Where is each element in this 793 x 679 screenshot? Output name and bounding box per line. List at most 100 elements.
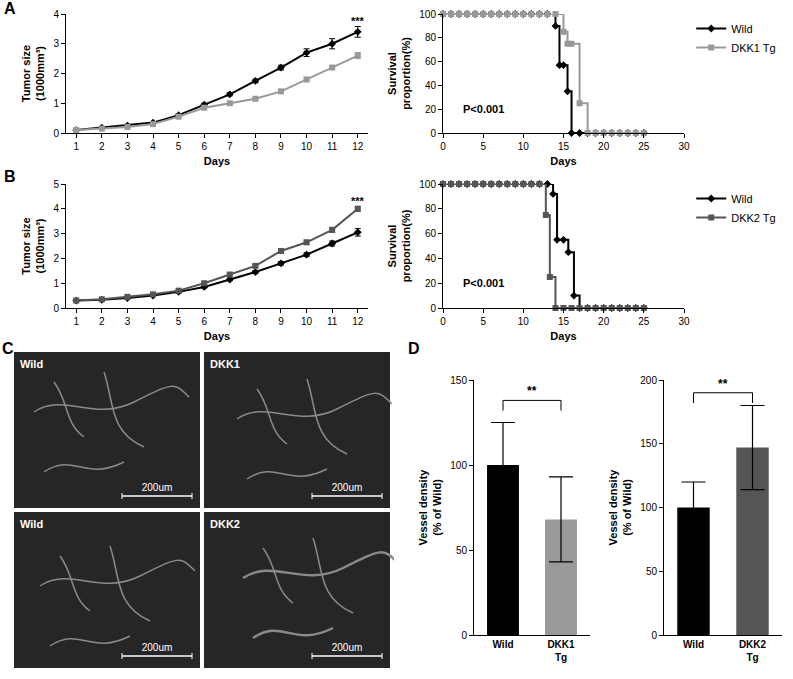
svg-text:3: 3	[125, 316, 131, 327]
svg-text:Wild: Wild	[20, 518, 43, 530]
svg-text:30: 30	[678, 316, 690, 327]
svg-text:0: 0	[651, 630, 657, 641]
svg-text:7: 7	[227, 316, 233, 327]
svg-text:0: 0	[430, 303, 436, 314]
svg-text:Days: Days	[550, 155, 576, 167]
svg-text:80: 80	[425, 203, 437, 214]
svg-text:20: 20	[425, 104, 437, 115]
svg-text:DKK2 Tg: DKK2 Tg	[731, 212, 775, 224]
svg-text:0: 0	[440, 141, 446, 152]
svg-text:P<0.001: P<0.001	[463, 103, 504, 115]
svg-text:2: 2	[99, 316, 105, 327]
svg-text:10: 10	[518, 316, 530, 327]
svg-text:9: 9	[278, 141, 284, 152]
svg-text:15: 15	[558, 316, 570, 327]
svg-text:100: 100	[450, 460, 467, 471]
svg-text:20: 20	[598, 316, 610, 327]
svg-text:25: 25	[638, 316, 650, 327]
svg-text:150: 150	[450, 375, 467, 386]
svg-text:4: 4	[53, 9, 59, 20]
svg-text:1: 1	[53, 98, 59, 109]
svg-text:5: 5	[176, 141, 182, 152]
svg-text:12: 12	[352, 316, 364, 327]
svg-text:**: **	[527, 384, 537, 398]
svg-text:Wild: Wild	[492, 639, 513, 650]
svg-text:5: 5	[480, 141, 486, 152]
svg-text:***: ***	[351, 15, 365, 27]
svg-text:10: 10	[301, 316, 313, 327]
svg-text:150: 150	[640, 438, 657, 449]
svg-text:Days: Days	[204, 155, 230, 167]
svg-text:2: 2	[99, 141, 105, 152]
svg-text:0: 0	[430, 128, 436, 139]
svg-text:2: 2	[53, 253, 59, 264]
svg-text:Wild: Wild	[731, 193, 752, 205]
svg-text:11: 11	[327, 141, 338, 152]
svg-text:Vessel density(% of Wild): Vessel density(% of Wild)	[607, 469, 633, 546]
svg-text:200um: 200um	[142, 642, 173, 653]
svg-text:9: 9	[278, 316, 284, 327]
svg-text:50: 50	[456, 545, 468, 556]
svg-text:Wild: Wild	[683, 639, 704, 650]
svg-text:40: 40	[425, 253, 437, 264]
svg-text:DKK2Tg: DKK2Tg	[739, 639, 767, 663]
svg-text:P<0.001: P<0.001	[463, 277, 504, 289]
svg-text:7: 7	[227, 141, 233, 152]
svg-text:10: 10	[518, 141, 530, 152]
svg-text:40: 40	[425, 80, 437, 91]
svg-text:Survivalproportion(%): Survivalproportion(%)	[386, 209, 412, 282]
svg-text:200um: 200um	[332, 642, 363, 653]
svg-text:4: 4	[150, 141, 156, 152]
svg-text:Tumor size(1000mm³): Tumor size(1000mm³)	[20, 45, 46, 102]
svg-text:200um: 200um	[332, 482, 363, 493]
svg-text:100: 100	[640, 502, 657, 513]
svg-text:8: 8	[253, 141, 259, 152]
svg-text:5: 5	[176, 316, 182, 327]
svg-text:***: ***	[351, 195, 365, 207]
svg-text:Wild: Wild	[731, 23, 752, 35]
svg-text:4: 4	[53, 203, 59, 214]
svg-text:12: 12	[352, 141, 364, 152]
svg-text:0: 0	[461, 630, 467, 641]
svg-text:15: 15	[558, 141, 570, 152]
svg-text:Days: Days	[550, 330, 576, 342]
svg-text:1: 1	[53, 278, 59, 289]
svg-text:11: 11	[327, 316, 338, 327]
svg-text:3: 3	[53, 38, 59, 49]
svg-text:8: 8	[253, 316, 259, 327]
svg-text:50: 50	[646, 566, 658, 577]
svg-text:60: 60	[425, 56, 437, 67]
svg-text:5: 5	[53, 179, 59, 190]
svg-text:20: 20	[425, 278, 437, 289]
svg-text:3: 3	[125, 141, 131, 152]
svg-text:0: 0	[440, 316, 446, 327]
svg-text:3: 3	[53, 228, 59, 239]
svg-text:DKK1Tg: DKK1Tg	[547, 639, 575, 663]
svg-text:10: 10	[301, 141, 313, 152]
svg-text:Wild: Wild	[20, 358, 43, 370]
svg-text:100: 100	[419, 179, 436, 190]
svg-text:0: 0	[53, 303, 59, 314]
svg-text:Tumor size(1000mm³): Tumor size(1000mm³)	[20, 217, 46, 274]
svg-text:200um: 200um	[142, 482, 173, 493]
svg-text:60: 60	[425, 228, 437, 239]
svg-text:30: 30	[678, 141, 690, 152]
svg-text:4: 4	[150, 316, 156, 327]
svg-text:5: 5	[480, 316, 486, 327]
svg-text:6: 6	[201, 316, 207, 327]
svg-text:Days: Days	[204, 330, 230, 342]
svg-text:0: 0	[53, 128, 59, 139]
svg-text:DKK1: DKK1	[210, 358, 240, 370]
svg-text:2: 2	[53, 68, 59, 79]
svg-text:25: 25	[638, 141, 650, 152]
svg-text:**: **	[718, 377, 728, 391]
svg-text:20: 20	[598, 141, 610, 152]
svg-text:DKK1 Tg: DKK1 Tg	[731, 42, 775, 54]
svg-text:200: 200	[640, 375, 657, 386]
svg-text:Vessel density(% of Wild): Vessel density(% of Wild)	[417, 469, 443, 546]
svg-text:Survivalproportion(%): Survivalproportion(%)	[386, 37, 412, 110]
svg-text:DKK2: DKK2	[210, 518, 240, 530]
svg-text:1: 1	[73, 316, 79, 327]
svg-text:80: 80	[425, 32, 437, 43]
svg-text:100: 100	[419, 9, 436, 20]
